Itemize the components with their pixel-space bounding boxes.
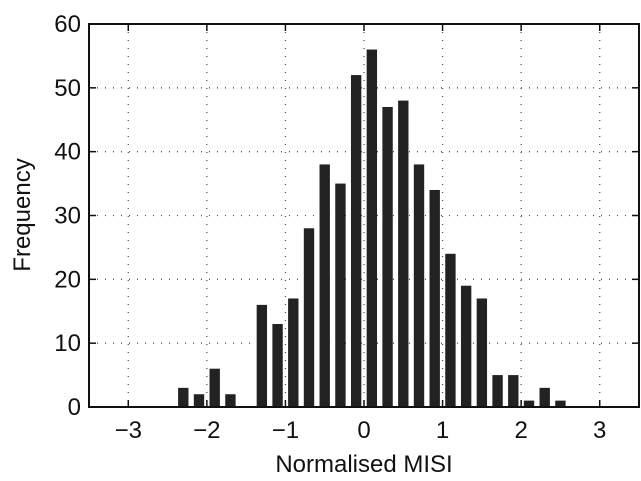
histogram-bar <box>272 324 283 407</box>
histogram-bar <box>366 49 378 408</box>
histogram-bar <box>539 387 550 407</box>
histogram-bar <box>335 183 346 407</box>
histogram-bar <box>350 75 362 408</box>
y-tick-label: 60 <box>54 11 81 38</box>
x-axis-title: Normalised MISI <box>275 451 452 478</box>
histogram-bar <box>225 394 236 407</box>
histogram-bar <box>209 368 220 407</box>
histogram-bar <box>413 164 425 407</box>
histogram-bar <box>523 400 535 407</box>
grid-lines <box>89 24 639 407</box>
histogram-bar <box>178 387 189 407</box>
x-tick-label: 0 <box>357 417 370 444</box>
histogram-bar <box>382 106 393 407</box>
x-tick-label: −1 <box>272 417 299 444</box>
x-tick-labels: −3 −2 −1 0 1 2 3 <box>115 417 607 444</box>
x-tick-label: 1 <box>436 417 449 444</box>
histogram-bar <box>445 253 456 407</box>
histogram-bar <box>193 394 205 407</box>
histogram-bar <box>303 228 315 407</box>
plot-frame <box>88 23 640 408</box>
x-tick-label: 3 <box>593 417 606 444</box>
x-tick-label: −2 <box>193 417 220 444</box>
histogram-bar <box>476 298 488 407</box>
x-tick-label: 2 <box>514 417 527 444</box>
y-tick-label: 50 <box>54 75 81 102</box>
bars <box>178 49 566 408</box>
histogram-bar <box>398 100 409 407</box>
histogram-bar <box>429 189 440 407</box>
histogram-bar <box>492 375 503 407</box>
x-tick-label: −3 <box>115 417 142 444</box>
histogram-bar <box>508 375 519 407</box>
axis-ticks <box>89 23 639 408</box>
histogram-bar <box>555 400 566 407</box>
histogram-bar <box>319 164 330 407</box>
histogram-bar <box>288 298 299 407</box>
y-tick-label: 40 <box>54 139 81 166</box>
y-axis-title: Frequency <box>9 158 36 271</box>
y-tick-labels: 0 10 20 30 40 50 60 <box>54 11 81 421</box>
y-tick-label: 0 <box>68 394 81 421</box>
histogram-bar <box>256 304 268 407</box>
histogram-bar <box>460 285 472 407</box>
y-tick-label: 20 <box>54 266 81 293</box>
y-tick-label: 10 <box>54 330 81 357</box>
y-tick-label: 30 <box>54 203 81 230</box>
